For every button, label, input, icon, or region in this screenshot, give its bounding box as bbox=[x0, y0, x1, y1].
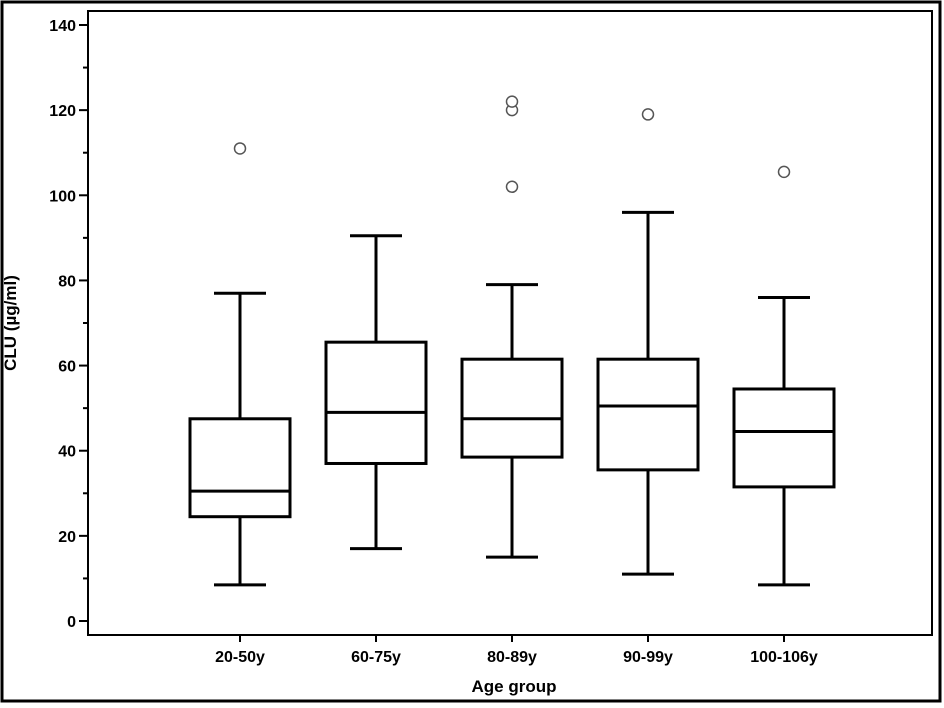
box-group bbox=[324, 234, 428, 551]
y-axis: 0 20 40 60 80 100 120 140 bbox=[49, 18, 88, 631]
iqr-box bbox=[596, 357, 700, 472]
outlier-point bbox=[641, 108, 655, 121]
y-tick-label: 40 bbox=[58, 444, 76, 461]
y-axis-title: CLU (µg/ml) bbox=[1, 275, 20, 371]
x-tick-label: 100-106y bbox=[750, 649, 818, 666]
y-tick-label: 20 bbox=[58, 529, 76, 546]
y-tick-label: 120 bbox=[49, 103, 76, 120]
outlier-point bbox=[505, 180, 519, 194]
outlier-point bbox=[233, 142, 247, 155]
x-axis: 20-50y 60-75y 80-89y 90-99y 100-106y bbox=[215, 635, 818, 666]
iqr-box bbox=[188, 417, 292, 519]
x-axis-title: Age group bbox=[472, 677, 557, 696]
box-group bbox=[188, 142, 292, 587]
outlier-point bbox=[505, 95, 519, 108]
outlier-point bbox=[777, 165, 791, 179]
y-tick-label: 100 bbox=[49, 188, 76, 205]
iqr-box bbox=[732, 387, 836, 489]
x-tick-label: 60-75y bbox=[351, 649, 401, 666]
x-tick-label: 90-99y bbox=[623, 649, 673, 666]
x-tick-label: 20-50y bbox=[215, 649, 265, 666]
boxes-layer bbox=[188, 95, 836, 587]
y-tick-label: 140 bbox=[49, 18, 76, 35]
box-group bbox=[732, 165, 836, 587]
y-tick-label: 60 bbox=[58, 359, 76, 376]
iqr-box bbox=[324, 340, 428, 465]
y-tick-label: 80 bbox=[58, 273, 76, 290]
x-tick-label: 80-89y bbox=[487, 649, 537, 666]
box-group bbox=[460, 95, 564, 559]
box-group bbox=[596, 108, 700, 576]
iqr-box bbox=[460, 357, 564, 459]
y-tick-label: 0 bbox=[67, 614, 76, 631]
